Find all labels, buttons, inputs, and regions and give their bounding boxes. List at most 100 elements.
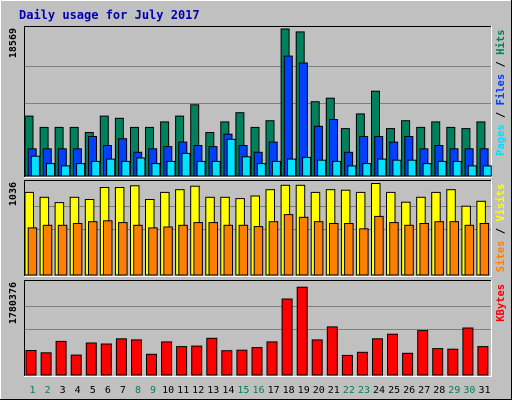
bar-kbytes-day-10: [162, 342, 172, 375]
x-tick-label-day-11: 11: [177, 385, 189, 396]
bar-pages-day-2: [47, 164, 55, 176]
bar-sites-day-24: [375, 216, 384, 275]
x-tick-label-day-19: 19: [298, 385, 310, 396]
bar-sites-day-22: [345, 224, 354, 276]
legend-entry-sites: Sites: [495, 241, 507, 273]
bar-kbytes-day-3: [56, 341, 66, 375]
bar-sites-day-9: [149, 228, 158, 275]
bar-kbytes-day-21: [327, 327, 337, 375]
bar-kbytes-day-18: [282, 299, 292, 375]
panel-usage-legend: Pages / Files / Hits: [495, 30, 507, 156]
bar-sites-day-19: [299, 217, 308, 275]
bar-pages-day-30: [468, 166, 476, 176]
bar-sites-day-23: [360, 229, 369, 275]
bar-sites-day-31: [480, 224, 489, 276]
bar-pages-day-24: [378, 159, 386, 176]
bar-sites-day-27: [420, 224, 429, 276]
bar-kbytes-day-6: [101, 344, 111, 375]
bar-sites-day-20: [314, 222, 323, 275]
bar-kbytes-day-4: [71, 355, 81, 375]
bar-pages-day-16: [257, 164, 265, 176]
bar-sites-day-25: [390, 223, 399, 275]
bar-kbytes-day-28: [433, 349, 443, 375]
legend-entry-visits: Visits: [495, 184, 507, 222]
bar-kbytes-day-27: [418, 331, 428, 375]
bar-kbytes-day-11: [177, 347, 187, 375]
bar-sites-day-2: [43, 225, 52, 275]
panel-visits-legend: Sites / Visits: [495, 184, 507, 273]
bar-pages-day-28: [438, 161, 446, 176]
bar-pages-day-21: [333, 161, 341, 176]
legend-entry-kbytes: KBytes: [495, 284, 507, 322]
panel-kbytes-legend: KBytes: [495, 284, 507, 322]
bar-kbytes-day-9: [147, 354, 157, 375]
bar-kbytes-day-8: [132, 340, 142, 375]
bar-kbytes-day-31: [478, 347, 488, 375]
x-tick-label-day-25: 25: [388, 385, 400, 396]
bar-pages-day-27: [423, 164, 431, 176]
bar-kbytes-day-22: [342, 355, 352, 375]
x-tick-label-day-9: 9: [150, 385, 156, 396]
x-tick-label-day-8: 8: [135, 385, 141, 396]
bar-pages-day-6: [107, 159, 115, 176]
bar-kbytes-day-23: [357, 352, 367, 375]
bar-pages-day-22: [348, 166, 356, 176]
bar-pages-day-23: [363, 164, 371, 176]
bar-pages-day-17: [272, 161, 280, 176]
bar-pages-day-8: [137, 158, 145, 176]
bar-pages-day-13: [212, 161, 220, 176]
bar-pages-day-1: [31, 156, 39, 176]
x-tick-label-day-28: 28: [433, 385, 445, 396]
bar-sites-day-6: [104, 221, 113, 275]
bar-kbytes-day-30: [463, 328, 473, 375]
x-tick-label-day-20: 20: [313, 385, 325, 396]
x-tick-label-day-10: 10: [162, 385, 174, 396]
bar-sites-day-21: [330, 224, 339, 276]
x-tick-label-day-7: 7: [120, 385, 126, 396]
bar-sites-day-1: [28, 228, 37, 275]
x-tick-label-day-31: 31: [478, 385, 490, 396]
panel-usage-scale-label: 18569: [8, 28, 19, 58]
legend-separator: /: [495, 55, 507, 74]
x-tick-label-day-12: 12: [192, 385, 204, 396]
bar-pages-day-19: [303, 157, 311, 176]
x-tick-label-day-23: 23: [358, 385, 370, 396]
x-tick-label-day-14: 14: [222, 385, 234, 396]
bar-pages-day-14: [227, 139, 235, 176]
x-tick-label-day-29: 29: [448, 385, 460, 396]
bar-sites-day-12: [194, 223, 203, 275]
x-tick-label-day-30: 30: [463, 385, 475, 396]
x-tick-label-day-3: 3: [60, 385, 66, 396]
bar-sites-day-30: [465, 225, 474, 275]
x-tick-label-day-2: 2: [45, 385, 51, 396]
bar-sites-day-5: [89, 222, 98, 275]
legend-entry-pages: Pages: [495, 124, 507, 156]
x-tick-label-day-22: 22: [343, 385, 355, 396]
bar-pages-day-26: [408, 160, 416, 176]
bar-pages-day-9: [152, 164, 160, 176]
bar-pages-day-12: [197, 161, 205, 176]
bar-sites-day-17: [269, 222, 278, 275]
bar-kbytes-day-20: [312, 340, 322, 375]
x-tick-label-day-5: 5: [90, 385, 96, 396]
bar-sites-day-18: [284, 215, 293, 275]
bar-kbytes-day-5: [86, 343, 96, 375]
bar-sites-day-26: [405, 225, 414, 275]
bar-sites-day-16: [254, 227, 263, 275]
legend-entry-hits: Hits: [495, 30, 507, 55]
bar-kbytes-day-24: [373, 339, 383, 375]
panel-kbytes-scale-label: 1780376: [8, 282, 19, 324]
bar-kbytes-day-1: [26, 351, 36, 376]
bar-kbytes-day-7: [116, 339, 126, 375]
bar-kbytes-day-17: [267, 342, 277, 375]
x-tick-label-day-15: 15: [237, 385, 249, 396]
bar-pages-day-3: [62, 166, 70, 176]
bar-pages-day-29: [453, 161, 461, 176]
panel-visits-scale-label: 1036: [8, 182, 19, 206]
bar-pages-day-10: [167, 161, 175, 176]
bar-sites-day-15: [239, 225, 248, 275]
bar-sites-day-28: [435, 222, 444, 275]
bar-pages-day-5: [92, 161, 100, 176]
